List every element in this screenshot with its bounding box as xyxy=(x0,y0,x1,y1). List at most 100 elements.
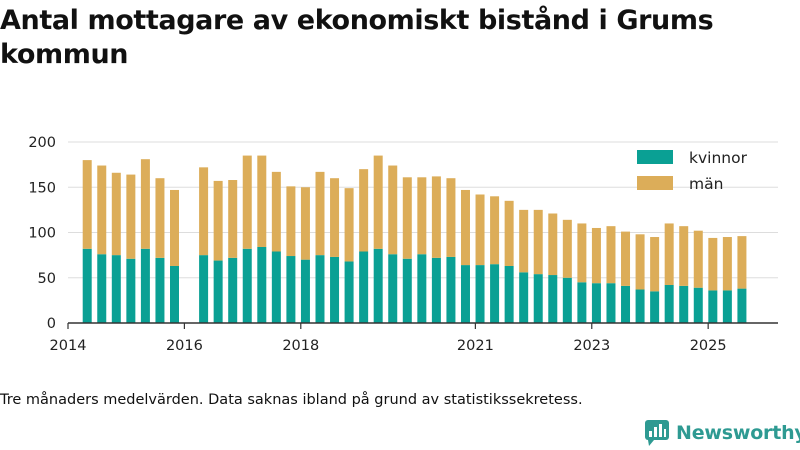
bar-man xyxy=(300,187,310,260)
bar-man xyxy=(490,196,500,265)
bar-kvinnor xyxy=(679,285,689,323)
brand-logo[interactable]: Newsworthy xyxy=(644,418,800,448)
brand-name: Newsworthy xyxy=(676,422,800,444)
bar-kvinnor xyxy=(490,264,500,323)
bar-kvinnor xyxy=(577,282,587,323)
bar-man xyxy=(417,177,427,255)
bar-kvinnor xyxy=(737,288,747,323)
bar-man xyxy=(82,160,92,249)
page-title: Antal mottagare av ekonomiskt bistånd i … xyxy=(0,5,714,70)
bar-kvinnor xyxy=(664,284,674,323)
bar-kvinnor xyxy=(315,255,325,323)
bar-kvinnor xyxy=(126,258,136,323)
bar-man xyxy=(388,165,398,255)
bar-man xyxy=(606,226,616,284)
bar-man xyxy=(519,209,529,273)
newsworthy-logo-icon xyxy=(645,420,669,446)
bar-kvinnor xyxy=(242,248,252,323)
bar-man xyxy=(591,227,601,284)
bar-kvinnor xyxy=(519,272,529,323)
bar-kvinnor xyxy=(140,248,150,323)
footnote: Tre månaders medelvärden. Data saknas ib… xyxy=(0,392,583,408)
bar-kvinnor xyxy=(722,290,732,323)
bar-man xyxy=(708,237,718,291)
chart-legend: kvinnor män xyxy=(637,149,748,193)
bar-kvinnor xyxy=(257,246,267,323)
bar-man xyxy=(97,165,107,255)
y-tick-label: 200 xyxy=(28,135,56,151)
bar-man xyxy=(155,178,165,258)
bar-kvinnor xyxy=(228,257,238,323)
bar-man xyxy=(693,230,703,288)
bar-man xyxy=(330,178,340,257)
bar-man xyxy=(111,172,121,256)
x-tick-label: 2016 xyxy=(166,338,203,354)
bar-kvinnor xyxy=(373,248,383,323)
bar-man xyxy=(344,188,354,262)
bar-kvinnor xyxy=(591,283,601,323)
bar-man xyxy=(315,171,325,256)
bar-man xyxy=(722,237,732,291)
bar-kvinnor xyxy=(533,274,543,323)
legend-label: män xyxy=(689,175,723,193)
y-tick-label: 100 xyxy=(28,226,56,242)
chart-bars xyxy=(82,155,747,323)
bar-man xyxy=(650,237,660,292)
x-tick-label: 2021 xyxy=(457,338,494,354)
bar-man xyxy=(548,213,558,276)
bar-man xyxy=(199,167,209,256)
bar-kvinnor xyxy=(344,261,354,323)
bar-man xyxy=(475,194,485,266)
bar-man xyxy=(446,178,456,257)
bar-man xyxy=(562,219,572,278)
bar-kvinnor xyxy=(431,257,441,323)
bar-man xyxy=(170,189,179,266)
bar-kvinnor xyxy=(446,256,456,323)
bar-man xyxy=(140,159,150,249)
x-tick-label: 2014 xyxy=(50,338,87,354)
bar-man xyxy=(533,209,543,275)
bar-kvinnor xyxy=(286,256,296,323)
bar-man xyxy=(228,180,238,258)
bar-kvinnor xyxy=(562,277,572,323)
bar-kvinnor xyxy=(300,259,310,323)
bar-kvinnor xyxy=(111,255,121,323)
bar-kvinnor xyxy=(606,283,616,323)
bar-man xyxy=(257,155,267,247)
bar-man xyxy=(504,200,514,266)
bar-man xyxy=(635,234,645,290)
bar-kvinnor xyxy=(475,265,485,323)
bar-man xyxy=(737,236,747,289)
bar-kvinnor xyxy=(548,275,558,323)
bar-kvinnor xyxy=(417,254,427,323)
bar-kvinnor xyxy=(271,251,281,323)
bar-kvinnor xyxy=(199,255,209,323)
bar-kvinnor xyxy=(155,257,165,323)
bar-kvinnor xyxy=(213,260,223,323)
legend-swatch xyxy=(637,150,673,164)
legend-label: kvinnor xyxy=(689,149,748,167)
legend-swatch xyxy=(637,176,673,190)
bar-kvinnor xyxy=(621,285,631,323)
bar-kvinnor xyxy=(97,254,107,323)
chart-axes: 0 50 100 150 200 2014 2016 2018 2021 2023 2025 xyxy=(28,135,778,354)
bar-man xyxy=(271,171,281,252)
bar-man xyxy=(679,226,689,286)
bar-kvinnor xyxy=(82,248,92,323)
x-tick-label: 2025 xyxy=(690,338,727,354)
bar-kvinnor xyxy=(388,254,398,323)
bar-kvinnor xyxy=(650,291,660,323)
bar-kvinnor xyxy=(460,265,470,323)
y-tick-label: 0 xyxy=(47,316,56,332)
bar-man xyxy=(577,223,587,283)
bar-kvinnor xyxy=(504,265,514,323)
bar-kvinnor xyxy=(708,290,718,323)
y-tick-label: 150 xyxy=(28,180,56,196)
bar-kvinnor xyxy=(635,289,645,323)
bar-man xyxy=(402,177,412,259)
bar-kvinnor xyxy=(359,251,369,323)
x-tick-label: 2018 xyxy=(282,338,319,354)
bar-man xyxy=(286,186,296,257)
bar-man xyxy=(460,189,470,266)
bar-man xyxy=(242,155,252,249)
